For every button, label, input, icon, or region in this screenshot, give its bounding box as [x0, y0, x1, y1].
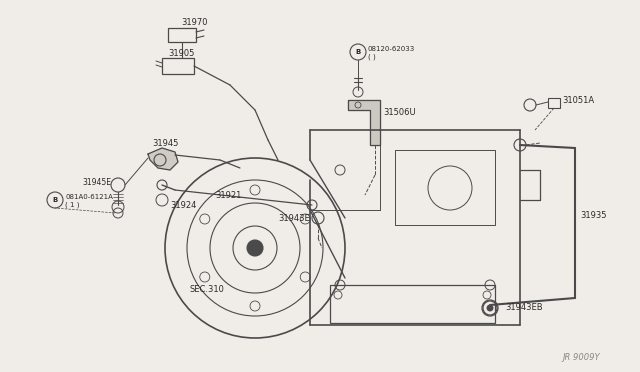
Text: 31970: 31970 — [181, 17, 207, 26]
Text: 31945: 31945 — [152, 138, 179, 148]
Text: JR 9009Y: JR 9009Y — [563, 353, 600, 362]
Text: 31506U: 31506U — [383, 108, 415, 116]
Bar — [395, 150, 495, 225]
Text: 31943E: 31943E — [278, 214, 310, 222]
Polygon shape — [148, 148, 178, 170]
Circle shape — [487, 305, 493, 311]
Text: 081A0-6121A: 081A0-6121A — [65, 194, 113, 200]
Bar — [168, 28, 196, 42]
Bar — [330, 285, 495, 323]
Bar — [548, 98, 560, 108]
Text: 08120-62033: 08120-62033 — [368, 46, 415, 52]
Text: 31051A: 31051A — [562, 96, 594, 105]
Text: ( 1 ): ( 1 ) — [65, 202, 79, 208]
Polygon shape — [348, 100, 380, 145]
Text: 31921: 31921 — [215, 190, 241, 199]
Text: B: B — [52, 197, 58, 203]
Text: B: B — [355, 49, 360, 55]
Text: 31943EB: 31943EB — [505, 304, 543, 312]
Text: 31945E: 31945E — [82, 177, 111, 186]
Text: 31905: 31905 — [168, 48, 195, 58]
Bar — [162, 58, 194, 74]
Text: 31924: 31924 — [170, 201, 196, 209]
Circle shape — [247, 240, 263, 256]
Text: ( ): ( ) — [368, 54, 376, 60]
Text: SEC.310: SEC.310 — [190, 285, 225, 295]
Text: 31935: 31935 — [580, 211, 607, 219]
